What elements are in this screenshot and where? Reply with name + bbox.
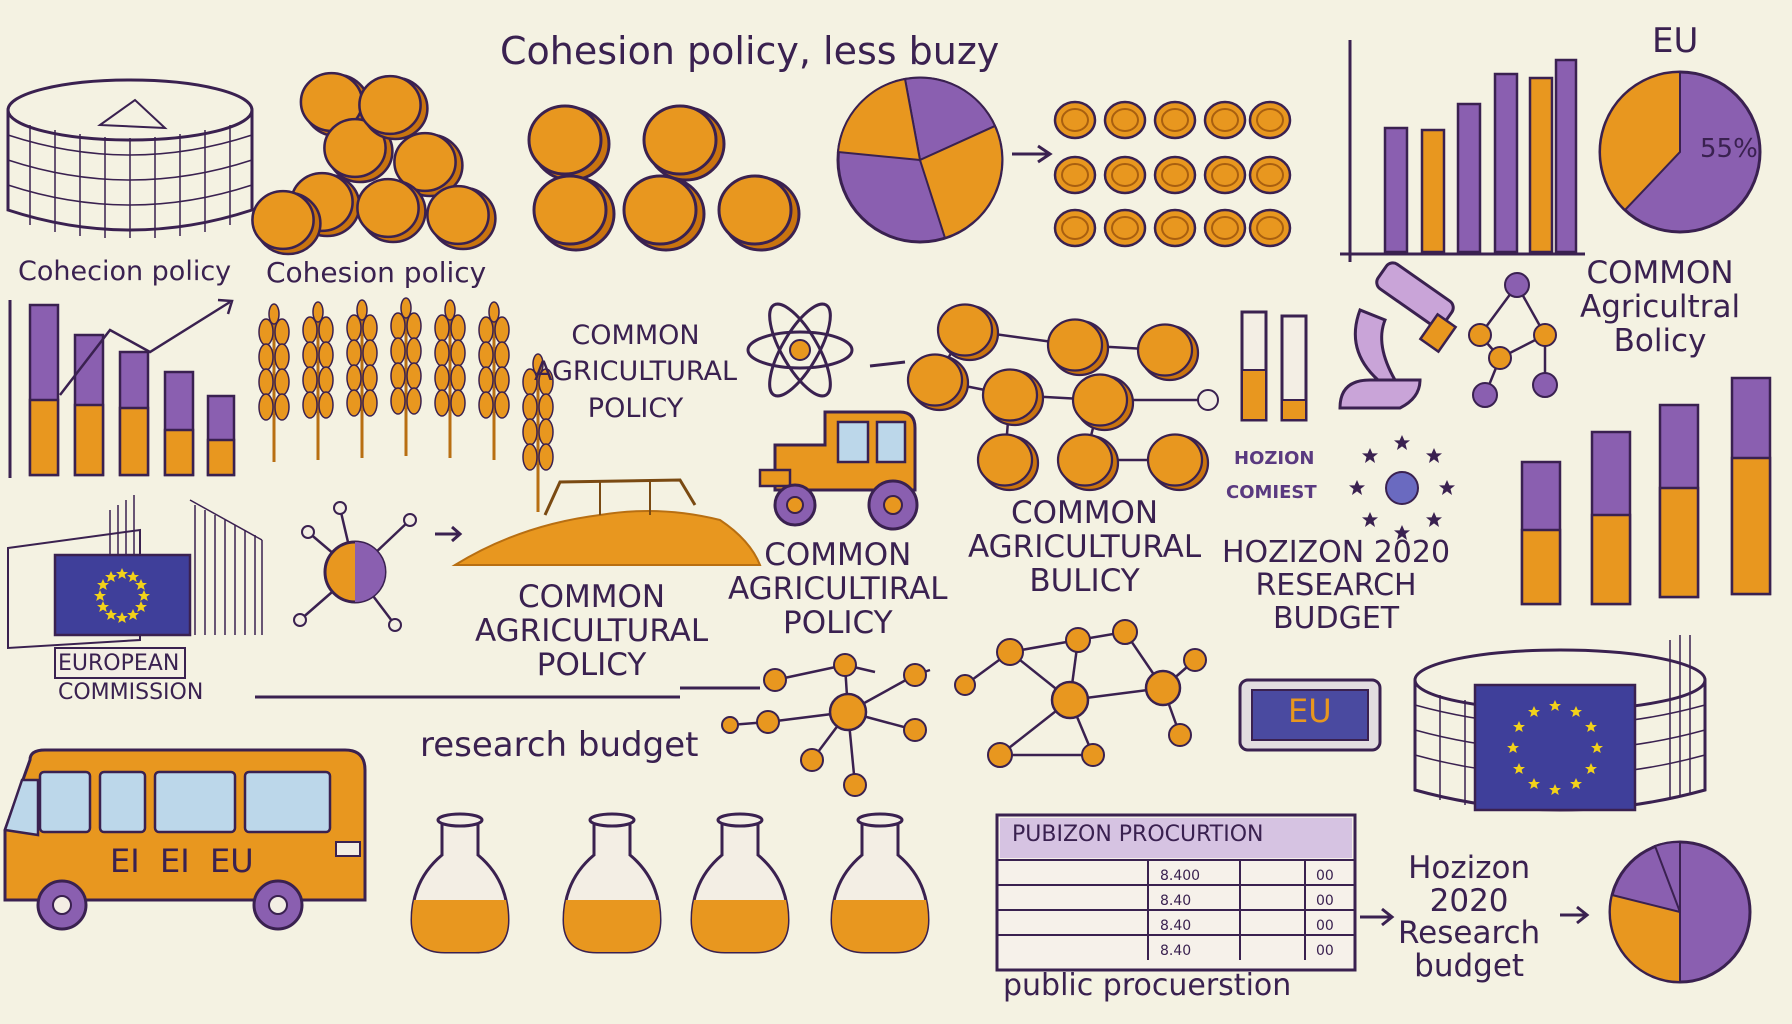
- table-icon: [995, 813, 1395, 972]
- pie-chart-icon: [1598, 70, 1762, 234]
- eu-box: [1238, 678, 1382, 752]
- horizon-small-label: HOZION: [1234, 448, 1315, 469]
- cap-label: COMMON Agricultral Bolicy: [1580, 255, 1741, 360]
- cap-label: COMMON AGRICULTURAL BULICY: [968, 495, 1202, 600]
- flask-icon: [410, 812, 930, 954]
- cohesion-policy-label: Cohesion policy: [266, 256, 487, 289]
- eu-label: EU: [1652, 21, 1699, 61]
- research-budget-label: research budget: [420, 725, 699, 765]
- network-icon: [1468, 272, 1558, 408]
- coin-stack-icon: [251, 71, 497, 256]
- table-row: 8.400 8.40 8.40 8.40: [1160, 868, 1201, 959]
- atom-icon: [746, 302, 906, 398]
- cap-label: COMMON AGRICULTIRAL POLICY: [728, 537, 948, 642]
- page-title: Cohesion policy, less buzy: [500, 29, 1000, 73]
- eu-box-label: EU: [1288, 692, 1332, 730]
- european-commission-label: EUROPEAN COMMISSION: [58, 651, 204, 705]
- arena-icon: [6, 78, 254, 238]
- bus-icon: [3, 748, 367, 931]
- cohesion-policy-label: Cohecion policy: [18, 256, 232, 287]
- comiest-label: COMIEST: [1226, 482, 1317, 503]
- coins-icon: [1053, 100, 1292, 248]
- arena-icon: [1413, 635, 1707, 812]
- coins-icon: [527, 104, 801, 252]
- table-row: 00 00 00 00: [1316, 868, 1334, 959]
- wheat-icon: [257, 296, 555, 514]
- bar-chart-icon: [1520, 376, 1772, 606]
- bus-label: EI EI EU: [110, 842, 254, 880]
- test-tube-icon: [1240, 310, 1308, 422]
- pie-chart-icon: [1560, 840, 1752, 984]
- public-procurement-label: public procuerstion: [1003, 968, 1292, 1003]
- pie-percent-label: 55%: [1700, 134, 1758, 164]
- microscope-icon: [1338, 261, 1458, 410]
- eu-flag-icon: [7, 495, 263, 679]
- horizon-2020-label: Hozizon 2020 Research budget: [1398, 850, 1541, 984]
- cap-label: COMMON AGRICULTURAL POLICY: [534, 320, 738, 424]
- network-icon: [721, 653, 931, 797]
- bar-chart-icon: [1340, 40, 1585, 262]
- bar-chart-icon: [8, 298, 236, 478]
- cap-label: COMMON AGRICULTURAL POLICY: [475, 579, 709, 684]
- pie-chart-icon: [836, 76, 1004, 244]
- tractor-icon: [451, 478, 762, 566]
- network-icon: [293, 501, 463, 632]
- tractor-icon: [758, 410, 919, 531]
- arrow-icon: [1012, 144, 1053, 164]
- coins-icon: [906, 303, 1219, 492]
- network-icon: [954, 619, 1207, 768]
- horizon-2020-label: HOZIZON 2020 RESEARCH BUDGET: [1222, 535, 1451, 636]
- procurement-header: PUBIZON PROCURTION: [1012, 822, 1264, 847]
- eu-flag-icon: [1349, 435, 1455, 540]
